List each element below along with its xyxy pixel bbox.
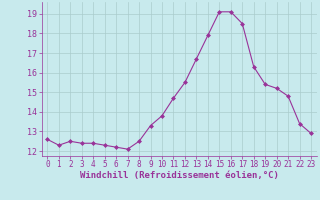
X-axis label: Windchill (Refroidissement éolien,°C): Windchill (Refroidissement éolien,°C): [80, 171, 279, 180]
